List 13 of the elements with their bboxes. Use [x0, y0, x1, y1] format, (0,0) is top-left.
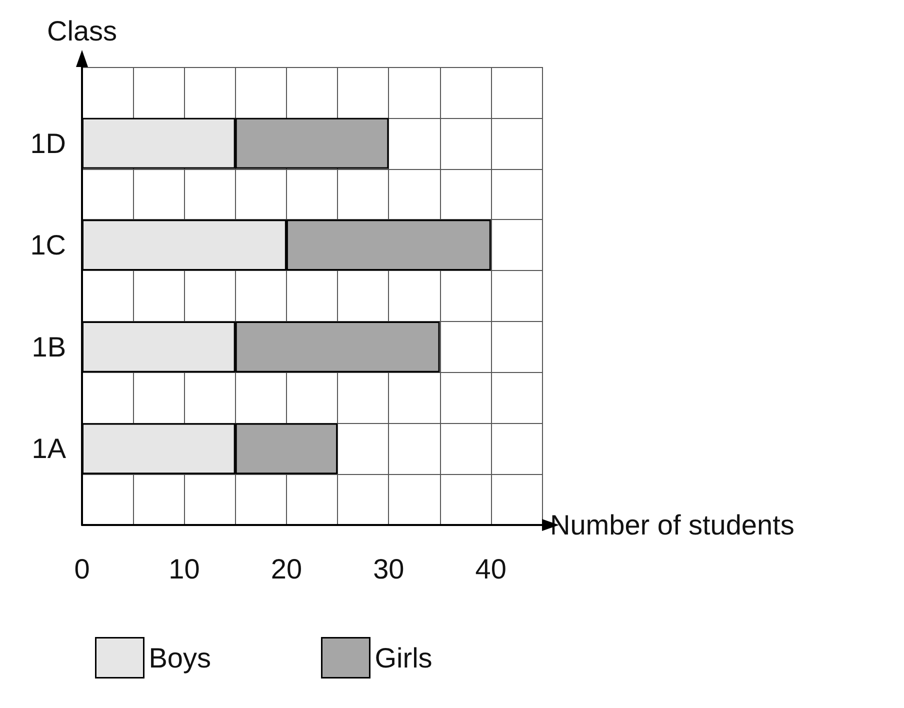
x-tick-label: 30 — [373, 554, 404, 584]
x-tick-label: 40 — [475, 554, 506, 584]
y-axis-title: Class — [46, 16, 118, 46]
x-tick-label: 20 — [270, 554, 302, 584]
y-tick-label: 1D — [30, 128, 66, 159]
y-tick-label: 1A — [32, 433, 66, 464]
x-tick-label: 0 — [74, 554, 90, 584]
x-axis-title: Number of students — [550, 510, 794, 540]
y-tick-label: 1B — [32, 331, 66, 362]
legend-label: Girls — [374, 642, 432, 674]
y-tick-label: 1C — [30, 230, 66, 261]
legend-label: Boys — [148, 642, 211, 674]
x-tick-label: 10 — [168, 554, 200, 584]
